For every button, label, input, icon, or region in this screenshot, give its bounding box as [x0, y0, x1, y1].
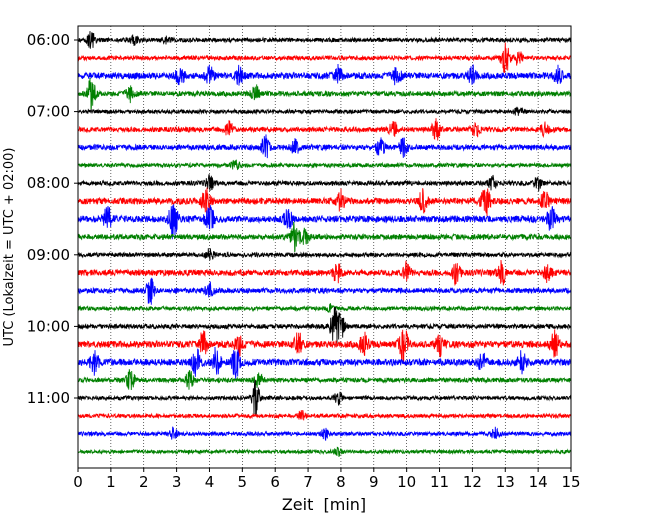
trace-row — [77, 174, 572, 192]
trace-row — [77, 306, 572, 344]
y-tick-label: 08:00 — [27, 174, 70, 192]
trace-row — [77, 277, 572, 305]
y-tick-label: 11:00 — [27, 389, 70, 407]
plot-frame — [77, 25, 572, 469]
x-tick-label: 13 — [496, 473, 515, 491]
x-tick-label: 0 — [73, 473, 83, 491]
x-tick-label: 9 — [369, 473, 379, 491]
seismic-traces — [77, 31, 572, 458]
trace-row — [77, 379, 572, 417]
x-tick-label: 4 — [205, 473, 215, 491]
x-tick-label: 2 — [139, 473, 149, 491]
x-axis-ticks: 0 1 2 3 4 5 6 7 8 9 10 11 12 13 14 15 — [73, 468, 581, 491]
x-tick-label: 8 — [336, 473, 346, 491]
trace-row — [77, 106, 572, 116]
trace-row — [77, 118, 572, 141]
trace-row — [77, 446, 572, 458]
x-tick-label: 1 — [106, 473, 116, 491]
y-axis-label: UTC (Lokalzeit = UTC + 02:00) — [2, 148, 17, 347]
trace-row — [77, 63, 572, 86]
x-tick-label: 6 — [270, 473, 280, 491]
trace-row — [77, 329, 572, 365]
y-tick-label: 09:00 — [27, 246, 70, 264]
x-tick-label: 5 — [238, 473, 248, 491]
x-tick-label: 3 — [172, 473, 182, 491]
x-tick-label: 10 — [397, 473, 416, 491]
trace-row — [77, 259, 572, 287]
trace-row — [77, 159, 572, 171]
y-tick-label: 06:00 — [27, 31, 70, 49]
trace-row — [77, 187, 572, 217]
trace-row — [77, 426, 572, 441]
x-axis-label: Zeit [min] — [282, 495, 366, 514]
trace-row — [77, 248, 572, 261]
y-axis-ticks: 06:00 07:00 08:00 09:00 10:00 11:00 — [27, 31, 78, 407]
x-tick-label: 12 — [463, 473, 482, 491]
trace-row — [77, 221, 572, 253]
x-tick-label: 11 — [430, 473, 449, 491]
trace-row — [78, 410, 572, 421]
y-tick-label: 10:00 — [27, 317, 70, 335]
x-tick-label: 7 — [303, 473, 313, 491]
x-tick-label: 15 — [561, 473, 580, 491]
trace-row — [77, 31, 572, 49]
trace-row — [77, 346, 572, 379]
trace-row — [77, 77, 572, 110]
trace-row — [77, 369, 572, 391]
trace-row — [77, 204, 572, 240]
trace-row — [77, 134, 572, 159]
x-tick-label: 14 — [529, 473, 548, 491]
y-tick-label: 07:00 — [27, 103, 70, 121]
trace-row — [77, 42, 572, 74]
trace-row — [77, 303, 572, 314]
